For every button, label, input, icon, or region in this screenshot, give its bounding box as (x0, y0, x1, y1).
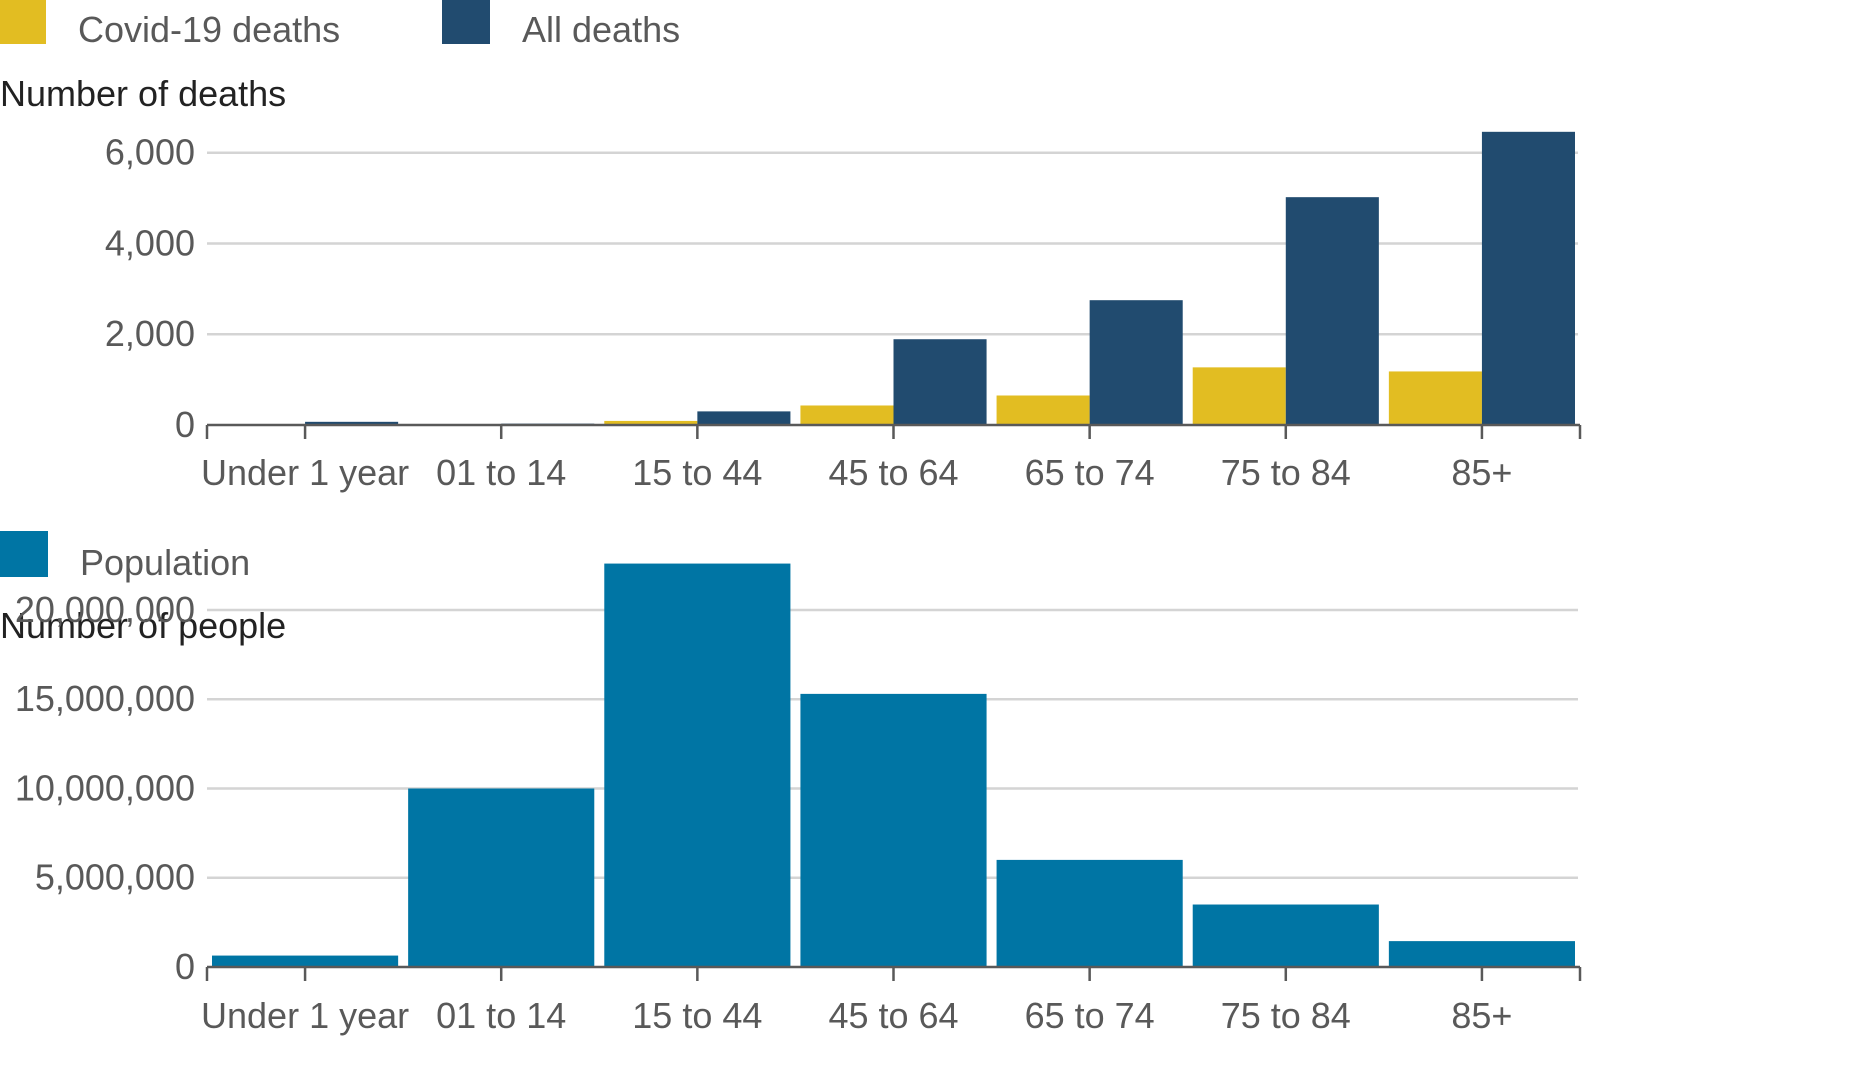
x-tick-label-45-to-64: 45 to 64 (828, 995, 958, 1036)
x-tick-label-01-to-14: 01 to 14 (436, 452, 566, 493)
bar-population-75-to-84 (1192, 904, 1379, 967)
bar-covid-19-deaths-65-to-74 (996, 395, 1090, 425)
bar-covid-19-deaths-75-to-84 (1192, 367, 1286, 425)
y-tick-label: 0 (175, 404, 195, 445)
bar-all-deaths-65-to-74 (1089, 300, 1183, 425)
legend-swatch-covid-deaths (0, 0, 46, 44)
y-tick-label: 6,000 (105, 132, 195, 173)
x-tick-label-15-to-44: 15 to 44 (632, 995, 762, 1036)
x-tick-label-under-1-year: Under 1 year (201, 995, 409, 1036)
population-chart: Population Number of people 0 5,000,000 10… (0, 531, 1582, 1036)
x-tick-label-45-to-64: 45 to 64 (828, 452, 958, 493)
population-y-tick-labels: 0 5,000,000 10,000,000 15,000,000 20,000,000 (15, 589, 195, 987)
population-x-axis (205, 965, 1582, 981)
bar-population-under-1-year (212, 955, 399, 967)
deaths-legend: Covid-19 deaths All deaths (0, 0, 680, 50)
population-y-axis-label: Number of people (0, 605, 286, 646)
y-tick-label: 0 (175, 946, 195, 987)
legend-label-covid-deaths: Covid-19 deaths (78, 9, 340, 50)
x-tick-label-85: 85+ (1451, 452, 1512, 493)
legend-label-population: Population (80, 542, 250, 583)
bar-all-deaths-85 (1481, 131, 1575, 426)
deaths-x-axis (205, 423, 1582, 439)
y-tick-label: 4,000 (105, 222, 195, 263)
bar-population-45-to-64 (800, 693, 987, 967)
y-tick-label: 10,000,000 (15, 767, 195, 808)
x-tick-label-65-to-74: 65 to 74 (1025, 452, 1155, 493)
x-tick-label-under-1-year: Under 1 year (201, 452, 409, 493)
deaths-y-tick-labels: 0 2,000 4,000 6,000 (105, 132, 195, 445)
deaths-bars (305, 131, 1575, 426)
bar-all-deaths-45-to-64 (893, 339, 987, 425)
deaths-x-tick-labels: Under 1 year 01 to 14 15 to 44 45 to 64 65 t… (201, 452, 1512, 493)
x-tick-label-01-to-14: 01 to 14 (436, 995, 566, 1036)
x-tick-label-75-to-84: 75 to 84 (1221, 995, 1351, 1036)
population-legend: Population (0, 531, 250, 583)
y-tick-label: 2,000 (105, 313, 195, 354)
bar-population-01-to-14 (408, 788, 595, 967)
legend-label-all-deaths: All deaths (522, 9, 680, 50)
y-tick-label: 5,000,000 (35, 857, 195, 898)
bar-all-deaths-15-to-44 (697, 411, 791, 425)
deaths-chart: Covid-19 deaths All deaths Number of dea… (0, 0, 1582, 493)
bar-population-65-to-74 (996, 859, 1183, 967)
bar-covid-19-deaths-85 (1388, 371, 1482, 425)
bar-population-15-to-44 (604, 563, 791, 967)
x-tick-label-65-to-74: 65 to 74 (1025, 995, 1155, 1036)
bar-population-85 (1388, 941, 1575, 967)
legend-swatch-all-deaths (442, 0, 490, 44)
x-tick-label-15-to-44: 15 to 44 (632, 452, 762, 493)
bar-all-deaths-75-to-84 (1285, 197, 1379, 425)
population-bars (212, 563, 1575, 967)
x-tick-label-75-to-84: 75 to 84 (1221, 452, 1351, 493)
deaths-y-axis-label: Number of deaths (0, 73, 286, 114)
y-tick-label: 20,000,000 (15, 589, 195, 630)
bar-covid-19-deaths-15-to-44 (604, 420, 698, 425)
legend-swatch-population (0, 531, 48, 577)
population-x-tick-labels: Under 1 year 01 to 14 15 to 44 45 to 64 65 t… (201, 995, 1512, 1036)
y-tick-label: 15,000,000 (15, 678, 195, 719)
bar-covid-19-deaths-45-to-64 (800, 405, 894, 425)
bar-all-deaths-under-1-year (305, 421, 399, 425)
x-tick-label-85: 85+ (1451, 995, 1512, 1036)
